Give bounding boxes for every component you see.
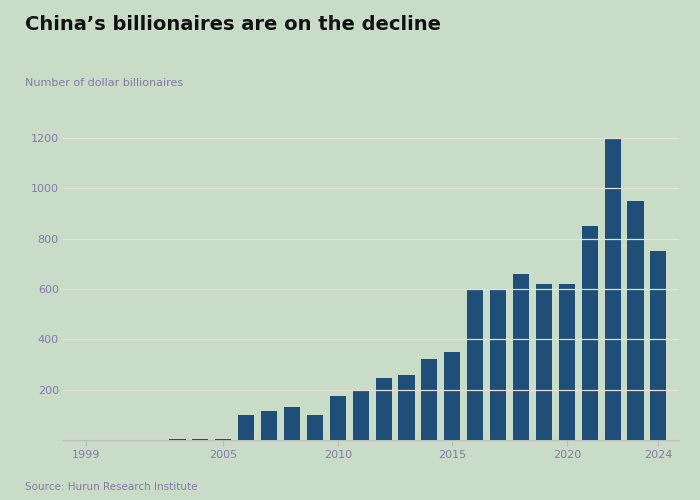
Text: China’s billionaires are on the decline: China’s billionaires are on the decline [25, 15, 440, 34]
Bar [330, 396, 346, 440]
Bar [238, 415, 254, 440]
Bar [467, 289, 483, 440]
Bar [193, 439, 209, 440]
Text: Source: Hurun Research Institute: Source: Hurun Research Institute [25, 482, 197, 492]
Text: Number of dollar billionaires: Number of dollar billionaires [25, 78, 183, 88]
Bar [605, 138, 621, 440]
Bar [376, 378, 391, 440]
Bar [353, 390, 369, 440]
Bar [421, 360, 438, 440]
Bar [398, 374, 414, 440]
Bar [627, 200, 643, 440]
Bar [536, 284, 552, 440]
Bar [513, 274, 529, 440]
Bar [444, 352, 461, 440]
Bar [307, 415, 323, 440]
Bar [582, 226, 598, 440]
Bar [650, 251, 666, 440]
Bar [284, 408, 300, 440]
Bar [490, 289, 506, 440]
Bar [261, 411, 277, 440]
Bar [216, 438, 231, 440]
Bar [559, 284, 575, 440]
